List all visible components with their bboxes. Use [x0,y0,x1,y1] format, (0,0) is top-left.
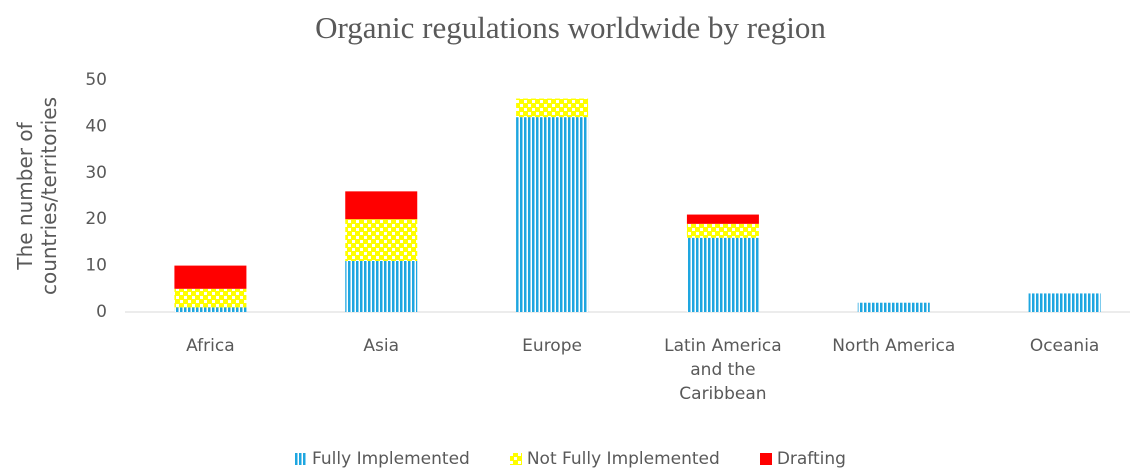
x-tick-label: Latin America and the Caribbean [664,336,782,404]
bar-segment [516,117,589,313]
y-tick-label: 50 [85,70,107,90]
bar-segment [857,302,930,312]
bar-segment [686,214,759,224]
legend: Fully Implemented Not Fully Implemented Dr… [0,449,1141,469]
x-tick-label: Asia [363,336,400,356]
bar-segment [174,307,247,312]
bar-segment [1028,293,1101,312]
chart-title: Organic regulations worldwide by region [315,10,826,45]
y-tick-label: 10 [85,256,107,276]
x-tick-label: North America [832,336,956,356]
legend-item: Not Fully Implemented [509,449,720,469]
bar-segment [174,288,247,308]
bar-segment [345,219,418,261]
bar-segment [686,223,759,238]
y-tick-label: 0 [96,302,107,322]
legend-item: Fully Implemented [295,449,470,469]
legend-swatch [509,453,522,465]
y-tick-label: 20 [85,209,107,229]
legend-item: Drafting [759,449,846,469]
bar-segment [345,260,418,312]
bar-segment [345,191,418,220]
bar-segment [686,237,759,312]
y-tick-label: 40 [85,116,107,136]
x-tick-label: Oceania [1029,336,1100,356]
x-tick-label: Africa [186,336,235,356]
bar-segment [516,98,589,118]
x-tick-label: Europe [522,336,582,356]
legend-swatch [295,453,308,465]
legend-label: Drafting [776,449,846,469]
legend-label: Fully Implemented [312,449,470,469]
y-tick-label: 30 [85,163,107,183]
legend-swatch [759,453,772,465]
bar-segment [174,265,247,289]
legend-label: Not Fully Implemented [526,449,720,469]
